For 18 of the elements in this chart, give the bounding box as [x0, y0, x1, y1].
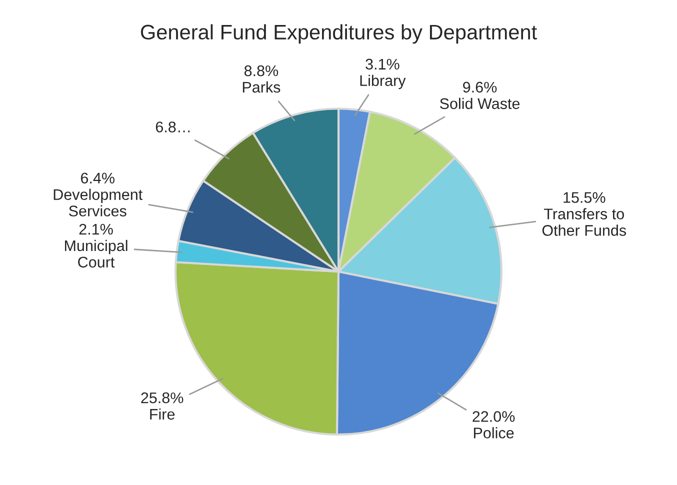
- data-label: 22.0%: [472, 411, 515, 422]
- slice-label: Library: [360, 74, 406, 90]
- data-label: 2.1%: [79, 224, 113, 235]
- data-label: 8.8%: [244, 65, 278, 76]
- slice-label: Municipal Court: [65, 240, 128, 268]
- data-label: 15.5%: [564, 192, 606, 203]
- data-label: 9.6%: [463, 82, 497, 93]
- slice-label: Parks: [242, 81, 280, 93]
- slice-label: Transfers to Other Funds: [542, 208, 626, 236]
- slice-label: Development Services: [54, 188, 143, 216]
- slice-label: Solid Waste: [440, 98, 520, 110]
- data-label: 25.8%: [141, 392, 184, 404]
- data-label: 6.4%: [80, 172, 114, 184]
- chart-title: General Fund Expenditures by Department: [140, 24, 537, 44]
- slice-label: Police: [474, 427, 514, 438]
- data-label: 6.8…: [156, 122, 190, 132]
- slice-label: Fire: [150, 408, 175, 420]
- data-label: 3.1%: [366, 58, 400, 70]
